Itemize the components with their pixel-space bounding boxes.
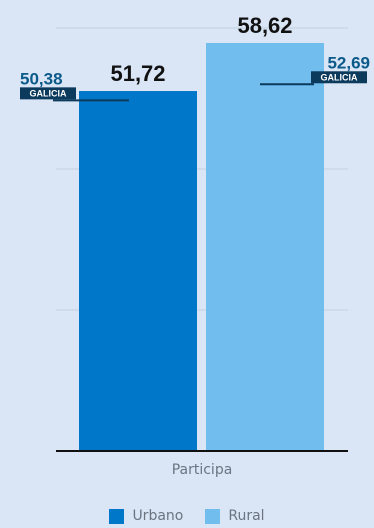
reference-value-label: 52,69 <box>327 53 370 72</box>
legend-label: Urbano <box>132 508 184 524</box>
bar-value-label: 51,72 <box>110 61 165 86</box>
reference-tag-background <box>20 87 76 100</box>
reference-value-label: 50,38 <box>20 69 63 88</box>
reference-tag-label: GALICIA <box>321 72 358 82</box>
reference-tag-label: GALICIA <box>30 88 67 98</box>
legend-swatch <box>109 508 125 524</box>
bar-urbano <box>79 91 197 451</box>
bar-chart-svg: 51,7258,62Participa50,38GALICIA52,69GALI… <box>20 13 370 478</box>
reference-tag-background <box>311 71 367 84</box>
legend-item-rural: Rural <box>205 508 265 524</box>
category-label: Participa <box>172 462 233 478</box>
bar-value-label: 58,62 <box>237 13 292 38</box>
legend-swatch <box>205 508 221 524</box>
legend-label: Rural <box>228 508 265 524</box>
legend: Urbano Rural <box>0 508 374 524</box>
bar-rural <box>206 43 324 452</box>
legend-item-urbano: Urbano <box>109 508 183 524</box>
